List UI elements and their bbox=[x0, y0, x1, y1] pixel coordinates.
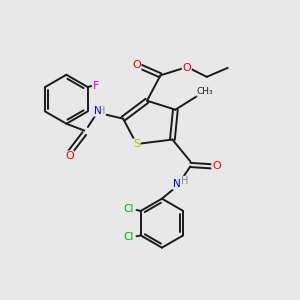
Text: N: N bbox=[94, 106, 102, 116]
Text: O: O bbox=[182, 63, 191, 73]
Text: H: H bbox=[181, 176, 188, 186]
Text: S: S bbox=[133, 139, 140, 149]
Text: Cl: Cl bbox=[123, 204, 134, 214]
Text: O: O bbox=[132, 60, 141, 70]
Text: O: O bbox=[65, 151, 74, 161]
Text: Cl: Cl bbox=[123, 232, 134, 242]
Text: CH₃: CH₃ bbox=[197, 87, 214, 96]
Text: O: O bbox=[212, 161, 221, 171]
Text: H: H bbox=[98, 106, 105, 116]
Text: F: F bbox=[93, 80, 100, 91]
Text: N: N bbox=[173, 179, 181, 189]
